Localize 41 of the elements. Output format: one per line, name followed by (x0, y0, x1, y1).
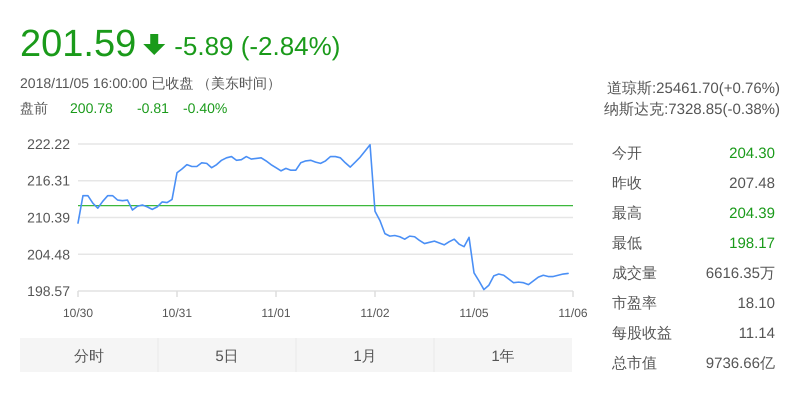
text: 207.48 (729, 175, 775, 192)
text: 纳斯达克:7328.85(-0.38%) (604, 101, 780, 118)
category-label: 昨收 (612, 175, 642, 192)
line-series (77, 144, 569, 290)
text: 道琼斯:25461.70(+0.76%) (606, 80, 780, 97)
text: 盘前 (20, 100, 48, 116)
text: -0.81 (137, 100, 170, 116)
text: 2018/11/05 16:00:00 已收盘 （美东时间） (20, 75, 282, 91)
x-tick-label: 11/05 (459, 306, 489, 320)
text: 18.10 (737, 295, 775, 312)
y-tick-label: 204.48 (27, 246, 70, 262)
category-label: 5日 (215, 348, 239, 365)
category-label: 成交量 (612, 265, 657, 282)
x-tick-label: 10/30 (62, 306, 94, 320)
y-tick-label: 216.31 (27, 172, 70, 189)
y-tick-label: 198.57 (27, 283, 70, 299)
x-tick-label: 11/02 (360, 306, 390, 320)
text: -5.89 (-2.84%) (174, 31, 340, 61)
text: 200.78 (70, 100, 114, 116)
y-tick-label: 222.22 (27, 136, 70, 152)
x-tick-label: 10/31 (162, 306, 192, 320)
category-label: 最低 (612, 235, 642, 252)
category-label: 每股收益 (612, 325, 672, 342)
text: -0.40% (183, 100, 228, 116)
text: 204.30 (729, 145, 775, 162)
category-label: 最高 (612, 205, 642, 222)
text: 6616.35万 (706, 265, 775, 282)
category-label: 分时 (74, 348, 104, 365)
category-label: 1年 (491, 348, 515, 365)
category-label: 市盈率 (612, 295, 657, 312)
text: 204.39 (729, 205, 775, 222)
text: 9736.66亿 (706, 355, 775, 372)
text: 198.17 (729, 235, 775, 252)
text: 11.14 (738, 325, 775, 342)
category-label: 1月 (353, 348, 377, 365)
x-tick-label: 11/01 (261, 306, 291, 320)
category-label: 总市值 (611, 355, 657, 372)
text: 201.59 (20, 23, 136, 65)
y-tick-label: 210.39 (27, 210, 70, 226)
category-label: 今开 (612, 145, 642, 162)
x-tick-label: 11/06 (558, 306, 588, 320)
